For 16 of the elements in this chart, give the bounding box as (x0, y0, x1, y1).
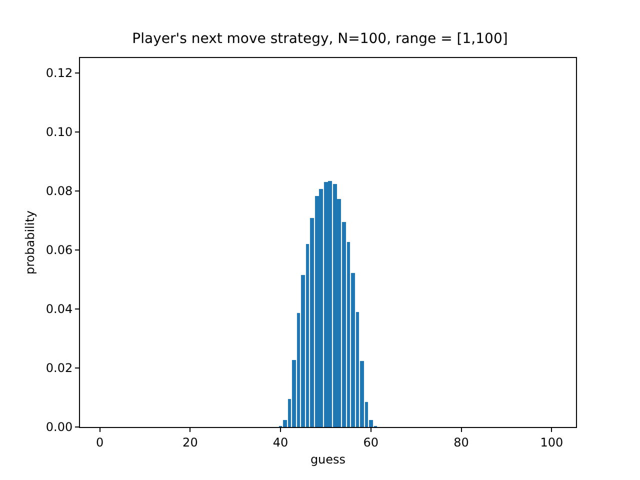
y-tick-label: 0.02 (46, 361, 73, 376)
y-tick-label: 0.12 (46, 66, 73, 80)
x-tick-label: 40 (272, 435, 288, 450)
y-tick-label: 0.08 (46, 184, 73, 198)
y-tick-label: 0.04 (46, 302, 73, 316)
y-tick-label: 0.06 (46, 243, 73, 258)
x-tick-label: 100 (540, 435, 564, 450)
x-tick-label: 20 (182, 435, 198, 450)
y-tick-label: 0.00 (46, 420, 73, 434)
chart-title: Player's next move strategy, N=100, range = [1,100] (132, 30, 508, 47)
y-tick-label: 0.10 (46, 125, 73, 139)
y-axis-title: probability (23, 210, 38, 275)
x-tick-label: 60 (363, 435, 379, 450)
x-tick-label: 80 (454, 435, 469, 450)
x-tick-label: 0 (96, 435, 104, 450)
x-axis-title: guess (310, 452, 346, 466)
